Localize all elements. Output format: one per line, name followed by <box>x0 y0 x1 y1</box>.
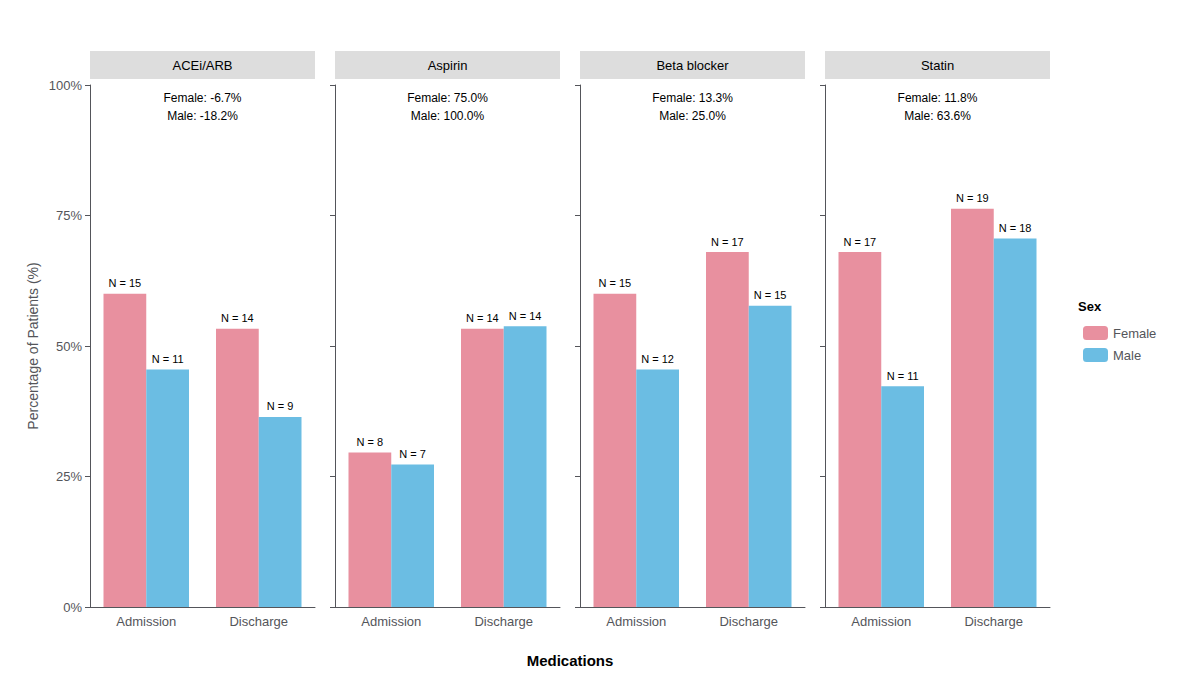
svg-text:50%: 50% <box>56 339 82 354</box>
svg-text:N = 15: N = 15 <box>599 277 632 289</box>
svg-text:ACEi/ARB: ACEi/ARB <box>173 58 233 73</box>
svg-text:100%: 100% <box>49 78 83 93</box>
svg-text:Female: 13.3%: Female: 13.3% <box>652 91 733 105</box>
svg-text:N = 14: N = 14 <box>509 310 542 322</box>
svg-text:Male: Male <box>1113 348 1141 363</box>
svg-text:N = 14: N = 14 <box>221 312 254 324</box>
svg-text:Discharge: Discharge <box>474 614 533 629</box>
svg-text:Beta blocker: Beta blocker <box>656 58 729 73</box>
svg-text:N = 11: N = 11 <box>887 370 919 382</box>
svg-text:25%: 25% <box>56 469 82 484</box>
svg-text:Admission: Admission <box>606 614 666 629</box>
svg-text:75%: 75% <box>56 208 82 223</box>
svg-text:Statin: Statin <box>921 58 954 73</box>
svg-text:N = 19: N = 19 <box>956 192 989 204</box>
svg-text:N = 14: N = 14 <box>466 312 499 324</box>
svg-text:0%: 0% <box>63 600 82 615</box>
svg-text:N = 8: N = 8 <box>357 436 384 448</box>
svg-text:Male: 25.0%: Male: 25.0% <box>659 109 726 123</box>
svg-text:Admission: Admission <box>116 614 176 629</box>
svg-text:Male: 100.0%: Male: 100.0% <box>411 109 485 123</box>
svg-text:N = 15: N = 15 <box>109 277 142 289</box>
svg-text:Admission: Admission <box>361 614 421 629</box>
svg-text:N = 9: N = 9 <box>267 400 294 412</box>
svg-text:Female: 11.8%: Female: 11.8% <box>898 91 978 105</box>
svg-text:Medications: Medications <box>527 652 614 669</box>
svg-text:N = 11: N = 11 <box>152 353 184 365</box>
svg-text:N = 17: N = 17 <box>711 236 744 248</box>
svg-text:Female: -6.7%: Female: -6.7% <box>163 91 241 105</box>
svg-text:Discharge: Discharge <box>719 614 778 629</box>
svg-text:Male: -18.2%: Male: -18.2% <box>167 109 238 123</box>
svg-text:N = 7: N = 7 <box>399 448 426 460</box>
svg-text:Aspirin: Aspirin <box>428 58 468 73</box>
svg-text:Female: Female <box>1113 326 1156 341</box>
svg-text:Percentage of Patients (%): Percentage of Patients (%) <box>25 262 41 429</box>
svg-text:N = 12: N = 12 <box>641 353 674 365</box>
svg-text:N = 15: N = 15 <box>754 289 787 301</box>
svg-text:N = 18: N = 18 <box>999 222 1032 234</box>
svg-text:Admission: Admission <box>851 614 911 629</box>
svg-text:Female: 75.0%: Female: 75.0% <box>407 91 488 105</box>
svg-text:Discharge: Discharge <box>229 614 288 629</box>
svg-text:N = 17: N = 17 <box>844 236 877 248</box>
svg-text:Male: 63.6%: Male: 63.6% <box>904 109 971 123</box>
svg-text:Sex: Sex <box>1078 299 1102 314</box>
svg-text:Discharge: Discharge <box>964 614 1023 629</box>
